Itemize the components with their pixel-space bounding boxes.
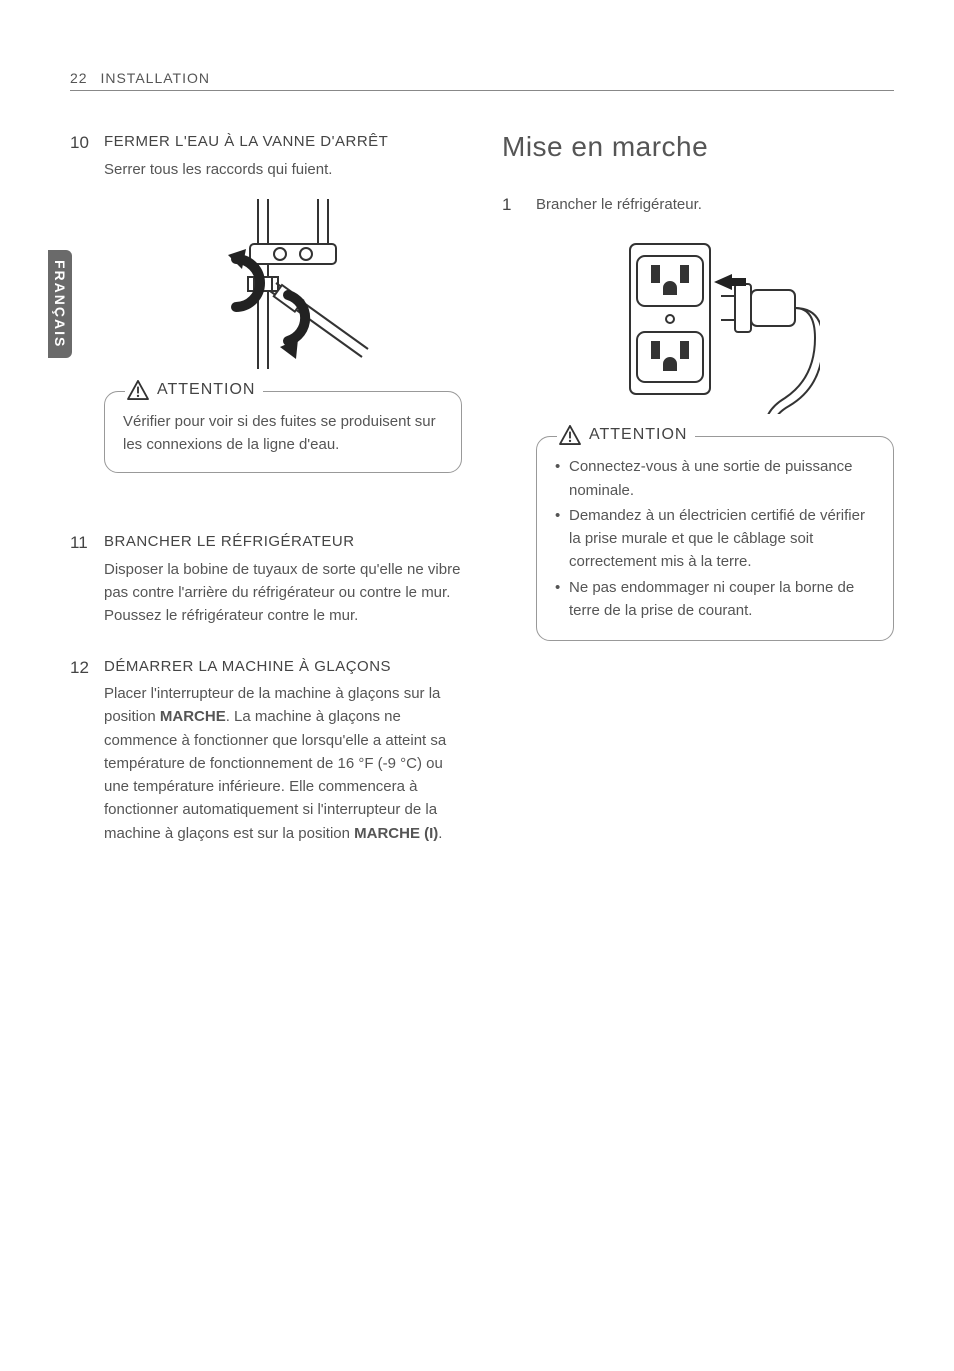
section-heading: Mise en marche — [502, 131, 894, 163]
page-header: 22 INSTALLATION — [70, 70, 894, 91]
valve-diagram-icon — [188, 199, 378, 369]
language-tab: FRANÇAIS — [48, 250, 72, 358]
attention-header: ATTENTION — [557, 425, 695, 445]
step-number: 11 — [70, 531, 94, 627]
outlet-plug-icon — [610, 234, 820, 414]
step-text: Placer l'interrupteur de la machine à gl… — [104, 682, 462, 845]
step-text: Serrer tous les raccords qui fuient. — [104, 158, 462, 181]
attention-list-item: Ne pas endommager ni couper la borne de … — [555, 576, 875, 623]
attention-list-item: Demandez à un électricien certifié de vé… — [555, 504, 875, 574]
attention-box-electrical: ATTENTION Connectez-vous à une sortie de… — [536, 436, 894, 641]
step-title: FERMER L'EAU À LA VANNE D'ARRÊT — [104, 131, 462, 154]
warning-icon — [559, 425, 581, 445]
step-10: 10 FERMER L'EAU À LA VANNE D'ARRÊT Serre… — [70, 131, 462, 503]
text-segment: . — [438, 825, 442, 842]
attention-label: ATTENTION — [589, 426, 687, 444]
step-number: 12 — [70, 656, 94, 845]
attention-text: Vérifier pour voir si des fuites se prod… — [123, 410, 443, 457]
right-column: Mise en marche 1 Brancher le réfrigérate… — [502, 131, 894, 873]
attention-box-leaks: ATTENTION Vérifier pour voir si des fuit… — [104, 391, 462, 474]
step-body: Brancher le réfrigérateur. — [536, 193, 894, 671]
warning-icon — [127, 380, 149, 400]
page-number: 22 — [70, 70, 88, 86]
step-1-right: 1 Brancher le réfrigérateur. — [502, 193, 894, 671]
step-number: 10 — [70, 131, 94, 503]
step-text: Brancher le réfrigérateur. — [536, 193, 894, 216]
outlet-illustration — [536, 234, 894, 414]
attention-label: ATTENTION — [157, 381, 255, 399]
header-section: INSTALLATION — [100, 70, 210, 86]
left-column: 10 FERMER L'EAU À LA VANNE D'ARRÊT Serre… — [70, 131, 462, 873]
step-title: DÉMARRER LA MACHINE À GLAÇONS — [104, 656, 462, 679]
attention-list: Connectez-vous à une sortie de puissance… — [555, 455, 875, 622]
step-number: 1 — [502, 193, 526, 671]
page-content: 22 INSTALLATION 10 FERMER L'EAU À LA VAN… — [0, 0, 954, 933]
text-segment: . La machine à glaçons ne commence à fon… — [104, 708, 446, 841]
attention-header: ATTENTION — [125, 380, 263, 400]
step-body: FERMER L'EAU À LA VANNE D'ARRÊT Serrer t… — [104, 131, 462, 503]
text-bold: MARCHE (I) — [354, 825, 438, 842]
step-11: 11 BRANCHER LE RÉFRIGÉRATEUR Disposer la… — [70, 531, 462, 627]
text-bold: MARCHE — [160, 708, 226, 725]
attention-list-item: Connectez-vous à une sortie de puissance… — [555, 455, 875, 502]
valve-illustration — [104, 199, 462, 369]
step-body: BRANCHER LE RÉFRIGÉRATEUR Disposer la bo… — [104, 531, 462, 627]
step-text: Disposer la bobine de tuyaux de sorte qu… — [104, 558, 462, 628]
step-title: BRANCHER LE RÉFRIGÉRATEUR — [104, 531, 462, 554]
step-body: DÉMARRER LA MACHINE À GLAÇONS Placer l'i… — [104, 656, 462, 845]
step-12: 12 DÉMARRER LA MACHINE À GLAÇONS Placer … — [70, 656, 462, 845]
two-column-layout: 10 FERMER L'EAU À LA VANNE D'ARRÊT Serre… — [70, 131, 894, 873]
